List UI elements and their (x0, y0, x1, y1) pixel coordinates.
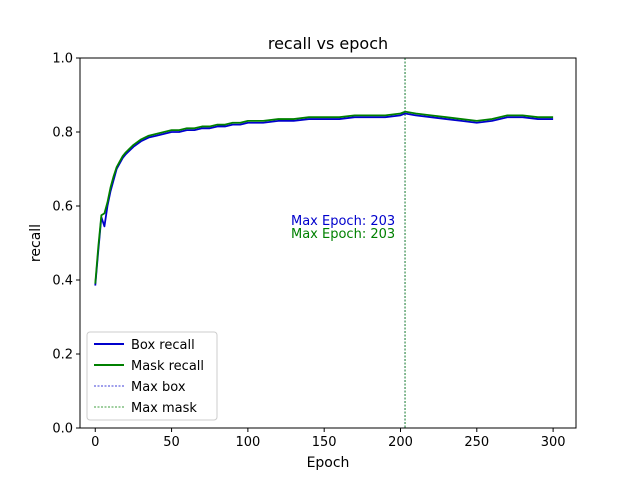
legend-label-max-mask: Max mask (131, 401, 197, 416)
legend-label-box-recall: Box recall (131, 338, 195, 353)
x-tick-label: 300 (541, 435, 566, 450)
plot-frame (79, 57, 577, 429)
y-tick-label: 1.0 (52, 52, 73, 67)
y-axis-label: recall (28, 224, 44, 262)
x-axis-ticks: 0 50 100 150 200 250 300 (91, 428, 566, 450)
x-tick-label: 200 (388, 435, 413, 450)
y-tick-label: 0.4 (52, 274, 73, 289)
y-tick-label: 0.8 (52, 126, 73, 141)
chart-title: recall vs epoch (268, 34, 388, 53)
legend-label-max-box: Max box (131, 380, 186, 395)
legend-box (86, 331, 218, 421)
x-tick-label: 50 (163, 435, 180, 450)
x-tick-label: 100 (235, 435, 260, 450)
plot-area (94, 58, 554, 428)
y-tick-label: 0.2 (52, 348, 73, 363)
annotation-max-box: Max Epoch: 203 (291, 214, 395, 229)
x-tick-label: 0 (91, 435, 99, 450)
x-tick-label: 250 (464, 435, 489, 450)
y-tick-label: 0.0 (52, 422, 73, 437)
x-tick-label: 150 (312, 435, 337, 450)
annotation-max-mask: Max Epoch: 203 (291, 227, 395, 242)
y-tick-label: 0.6 (52, 200, 73, 215)
legend-label-mask-recall: Mask recall (131, 359, 204, 374)
legend: Box recall Mask recall Max box Max mask (86, 331, 218, 421)
series-line-mask-recall (94, 110, 554, 284)
y-axis-ticks: 0.0 0.2 0.4 0.6 0.8 1.0 (52, 52, 80, 437)
x-axis-label: Epoch (307, 455, 350, 471)
